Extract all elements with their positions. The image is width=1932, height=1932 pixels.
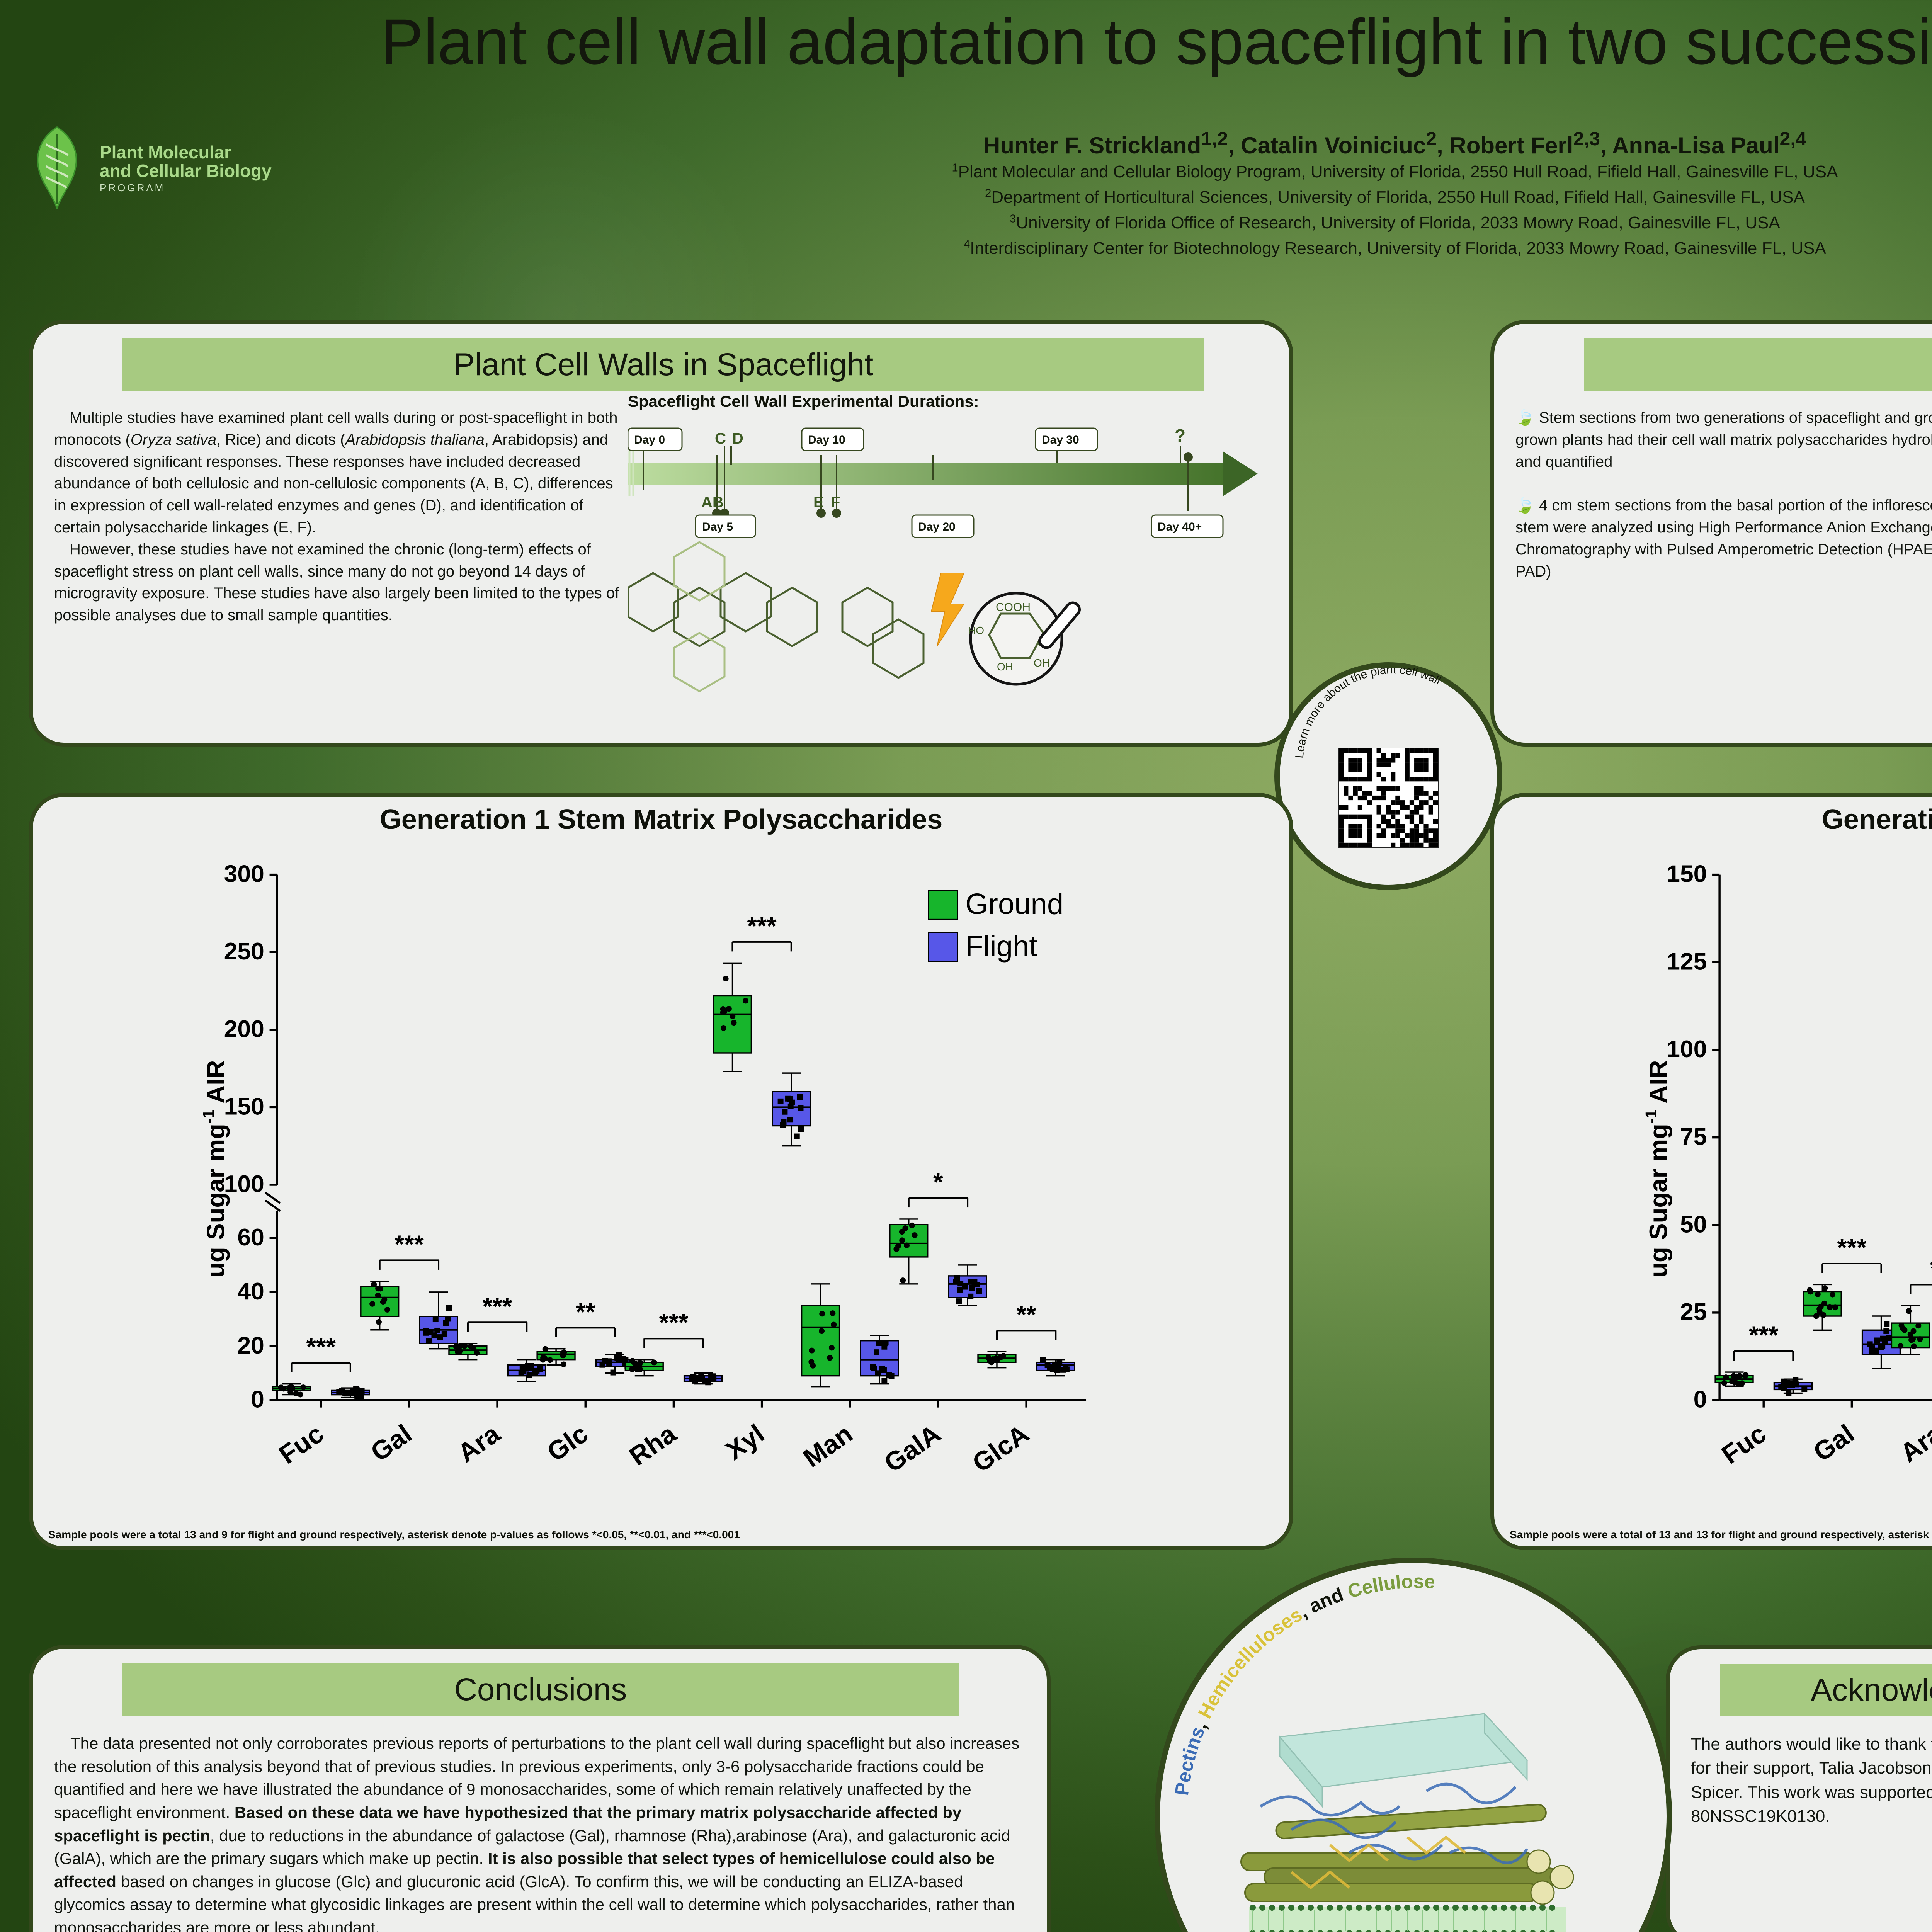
svg-text:150: 150 xyxy=(1667,861,1707,888)
svg-text:Day 30: Day 30 xyxy=(1042,434,1079,446)
svg-text:GlcA: GlcA xyxy=(967,1419,1034,1478)
svg-text:***: *** xyxy=(747,912,777,940)
svg-text:Day 20: Day 20 xyxy=(918,520,956,533)
svg-text:COOH: COOH xyxy=(996,601,1031,614)
svg-text:125: 125 xyxy=(1667,948,1707,975)
svg-text:***: *** xyxy=(659,1308,689,1337)
svg-text:F: F xyxy=(831,494,840,511)
svg-text:75: 75 xyxy=(1680,1123,1707,1150)
svg-text:Glc: Glc xyxy=(542,1419,593,1467)
svg-text:50: 50 xyxy=(1680,1211,1707,1238)
svg-text:?: ? xyxy=(1175,425,1185,446)
svg-text:100: 100 xyxy=(224,1170,264,1197)
svg-text:OH: OH xyxy=(997,661,1013,673)
svg-text:Man: Man xyxy=(798,1419,858,1473)
svg-text:300: 300 xyxy=(224,861,264,888)
svg-text:**: ** xyxy=(1017,1300,1036,1328)
svg-text:***: *** xyxy=(1749,1321,1779,1349)
svg-text:Spaceflight Cell Wall Experime: Spaceflight Cell Wall Experimental Durat… xyxy=(628,392,979,410)
svg-text:***: *** xyxy=(1837,1233,1867,1262)
svg-text:D: D xyxy=(732,430,743,447)
svg-text:25: 25 xyxy=(1680,1298,1707,1325)
svg-text:Gal: Gal xyxy=(366,1419,417,1467)
svg-text:***: *** xyxy=(306,1333,336,1361)
svg-text:20: 20 xyxy=(237,1332,264,1359)
svg-text:250: 250 xyxy=(224,938,264,965)
svg-text:Day 5: Day 5 xyxy=(702,520,733,533)
svg-text:Ground: Ground xyxy=(965,888,1063,921)
svg-text:*: * xyxy=(933,1168,943,1196)
svg-text:Xyl: Xyl xyxy=(721,1419,770,1466)
svg-text:GalA: GalA xyxy=(879,1419,946,1478)
svg-text:40: 40 xyxy=(237,1278,264,1305)
svg-text:Ara: Ara xyxy=(452,1418,505,1468)
svg-text:Rha: Rha xyxy=(624,1418,682,1471)
svg-text:100: 100 xyxy=(1667,1036,1707,1063)
svg-text:HO: HO xyxy=(968,624,984,636)
svg-text:200: 200 xyxy=(224,1015,264,1043)
svg-text:Ara: Ara xyxy=(1895,1418,1932,1468)
svg-text:Learn more about the plant cel: Learn more about the plant cell wall xyxy=(1293,668,1442,759)
svg-text:***: *** xyxy=(483,1292,512,1320)
svg-text:Flight: Flight xyxy=(965,930,1037,963)
svg-text:Gal: Gal xyxy=(1808,1419,1859,1467)
svg-text:0: 0 xyxy=(251,1386,264,1413)
svg-text:Fuc: Fuc xyxy=(274,1419,329,1470)
svg-text:Day 0: Day 0 xyxy=(634,434,665,446)
svg-text:ug Sugar mg-1 AIR: ug Sugar mg-1 AIR xyxy=(199,1060,230,1278)
svg-text:**: ** xyxy=(576,1298,595,1326)
svg-text:Fuc: Fuc xyxy=(1716,1419,1772,1470)
svg-text:C: C xyxy=(715,430,726,447)
svg-text:***: *** xyxy=(395,1230,424,1258)
svg-text:AB: AB xyxy=(701,494,724,511)
svg-text:Day 10: Day 10 xyxy=(808,434,845,446)
svg-text:OH: OH xyxy=(1034,657,1050,669)
svg-text:150: 150 xyxy=(224,1093,264,1120)
svg-text:60: 60 xyxy=(237,1224,264,1251)
svg-text:Day 40+: Day 40+ xyxy=(1158,520,1202,533)
svg-text:**: ** xyxy=(1930,1254,1932,1282)
svg-text:ug Sugar mg-1 AIR: ug Sugar mg-1 AIR xyxy=(1642,1060,1672,1278)
svg-text:E: E xyxy=(813,494,824,511)
svg-text:0: 0 xyxy=(1694,1386,1707,1413)
